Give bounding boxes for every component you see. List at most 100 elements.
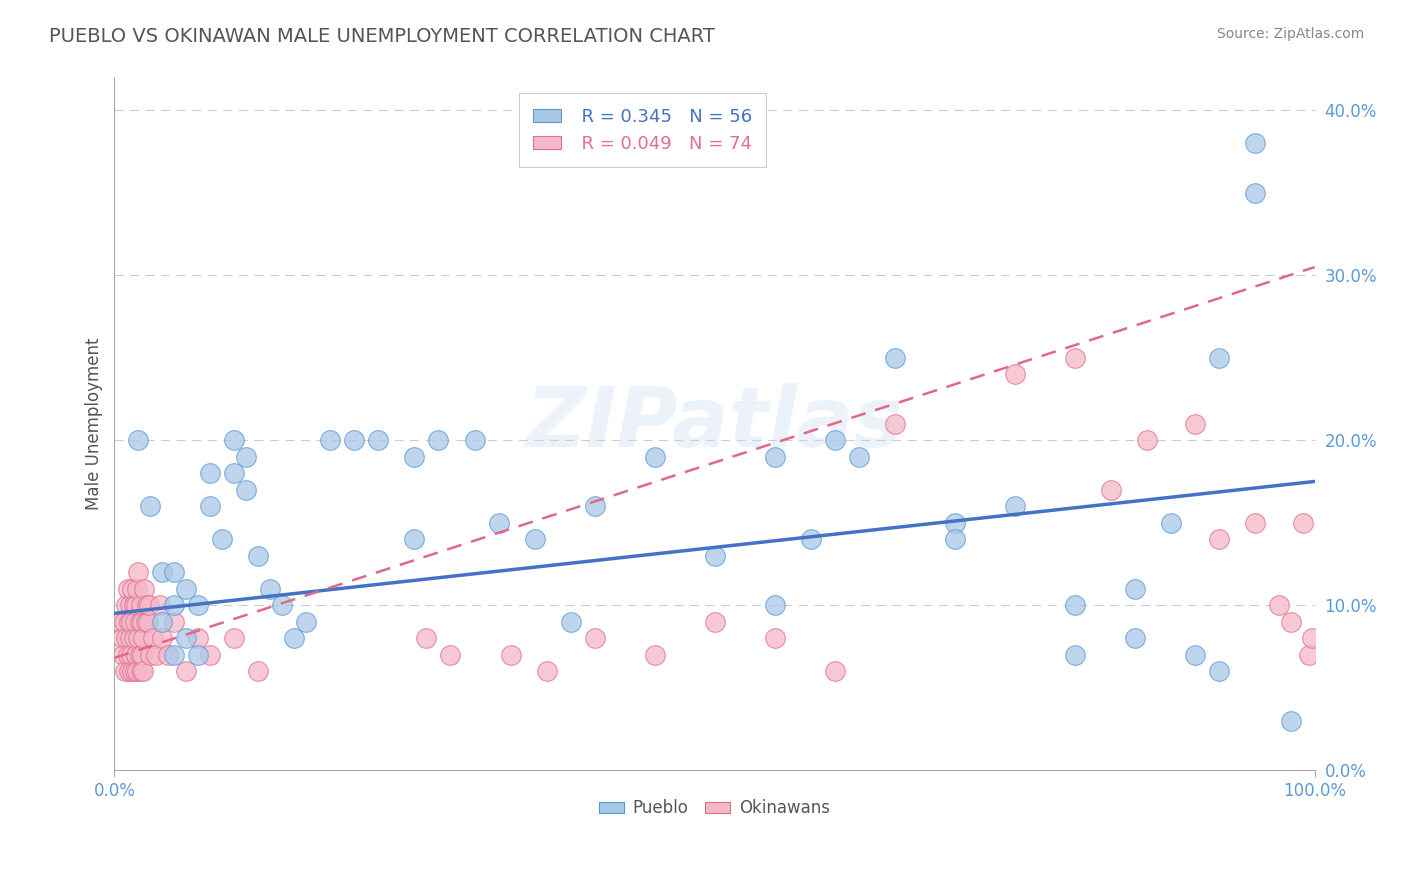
Text: PUEBLO VS OKINAWAN MALE UNEMPLOYMENT CORRELATION CHART: PUEBLO VS OKINAWAN MALE UNEMPLOYMENT COR… [49, 27, 716, 45]
Point [200, 648, 222, 662]
Point [560, 615, 582, 629]
Point [404, 532, 426, 546]
Point [121, 664, 143, 678]
Point [1063, 598, 1085, 612]
Point [1301, 631, 1323, 645]
Point [1243, 186, 1265, 200]
Point [132, 664, 155, 678]
Point [112, 615, 135, 629]
Point [271, 598, 294, 612]
Point [152, 631, 174, 645]
Point [117, 648, 139, 662]
Point [367, 434, 389, 448]
Point [1184, 417, 1206, 431]
Point [523, 532, 546, 546]
Point [763, 450, 786, 464]
Point [129, 598, 152, 612]
Point [135, 615, 157, 629]
Point [124, 615, 146, 629]
Point [157, 648, 180, 662]
Point [145, 648, 167, 662]
Point [1267, 598, 1289, 612]
Point [763, 631, 786, 645]
Point [883, 351, 905, 365]
Point [127, 664, 149, 678]
Point [536, 664, 558, 678]
Text: Source: ZipAtlas.com: Source: ZipAtlas.com [1216, 27, 1364, 41]
Point [644, 450, 666, 464]
Point [763, 598, 786, 612]
Point [187, 648, 209, 662]
Point [139, 499, 162, 513]
Point [127, 434, 149, 448]
Point [187, 631, 209, 645]
Point [118, 664, 141, 678]
Point [187, 598, 209, 612]
Point [1208, 664, 1230, 678]
Point [415, 631, 437, 645]
Point [1123, 582, 1146, 596]
Point [583, 499, 606, 513]
Point [118, 631, 141, 645]
Point [142, 631, 165, 645]
Point [211, 532, 233, 546]
Point [118, 615, 141, 629]
Point [283, 631, 305, 645]
Point [1004, 368, 1026, 382]
Point [163, 565, 186, 579]
Point [224, 434, 246, 448]
Point [135, 598, 157, 612]
Point [117, 582, 139, 596]
Point [128, 615, 150, 629]
Point [1063, 351, 1085, 365]
Point [131, 648, 153, 662]
Point [439, 648, 461, 662]
Point [1160, 516, 1182, 530]
Point [115, 631, 138, 645]
Point [125, 648, 148, 662]
Point [138, 598, 160, 612]
Point [1136, 434, 1159, 448]
Point [127, 565, 149, 579]
Point [176, 664, 198, 678]
Point [1099, 483, 1122, 497]
Point [136, 615, 159, 629]
Point [118, 598, 141, 612]
Point [131, 615, 153, 629]
Point [824, 434, 846, 448]
Point [583, 631, 606, 645]
Point [1184, 648, 1206, 662]
Y-axis label: Male Unemployment: Male Unemployment [86, 337, 103, 510]
Point [1298, 648, 1320, 662]
Point [1292, 516, 1315, 530]
Text: ZIPatlas: ZIPatlas [526, 384, 904, 464]
Point [176, 631, 198, 645]
Point [120, 648, 142, 662]
Point [1063, 648, 1085, 662]
Point [125, 598, 148, 612]
Point [1279, 615, 1302, 629]
Point [1208, 532, 1230, 546]
Point [235, 483, 257, 497]
Point [111, 648, 134, 662]
Point [1123, 631, 1146, 645]
Point [1243, 136, 1265, 151]
Point [115, 598, 138, 612]
Point [124, 664, 146, 678]
Point [163, 598, 186, 612]
Point [200, 466, 222, 480]
Point [247, 549, 270, 563]
Point [703, 615, 725, 629]
Point [247, 664, 270, 678]
Point [176, 582, 198, 596]
Point [152, 615, 174, 629]
Point [800, 532, 823, 546]
Point [128, 648, 150, 662]
Point [127, 582, 149, 596]
Point [824, 664, 846, 678]
Point [152, 565, 174, 579]
Point [463, 434, 485, 448]
Point [943, 516, 966, 530]
Point [134, 582, 156, 596]
Point [149, 598, 172, 612]
